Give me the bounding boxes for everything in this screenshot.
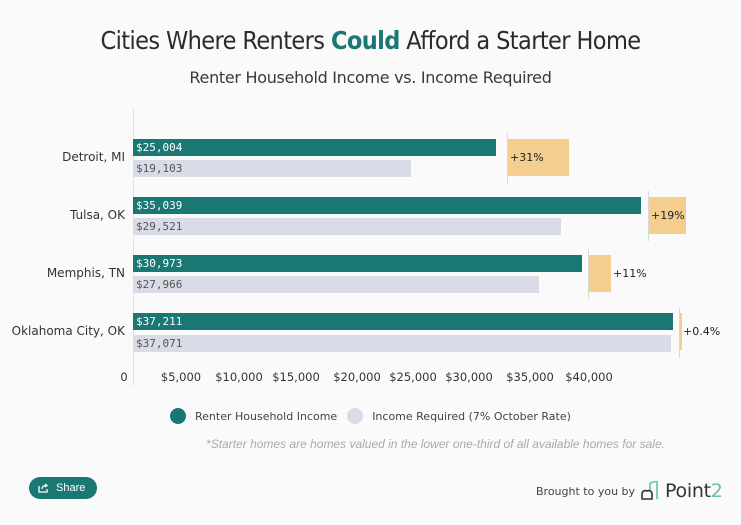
legend-dot-gray-icon [347, 408, 364, 424]
bar-income-required-detroit[interactable]: $19,103 [133, 160, 411, 177]
x-tick-15000: $15,000 [272, 370, 320, 384]
x-tick-5000: $5,000 [160, 370, 202, 384]
gap-box-detroit [508, 139, 569, 176]
row-label-tulsa: Tulsa, OK [70, 208, 125, 222]
legend-item-income-required[interactable]: Income Required (7% October Rate) [347, 408, 571, 424]
gap-label-tulsa: +19% [651, 209, 685, 222]
legend-dot-teal-icon [170, 408, 186, 424]
title-text-pre: Cities Where Renters [100, 26, 331, 55]
title-text-post: Afford a Starter Home [399, 26, 641, 55]
bar-renter-income-memphis[interactable]: $30,973 [133, 255, 582, 272]
bar-income-required-tulsa[interactable]: $29,521 [133, 218, 561, 235]
x-tick-10000: $10,000 [215, 370, 263, 384]
title-highlight: Could [330, 26, 400, 55]
gap-label-oklahoma-city: +0.4% [683, 325, 721, 338]
legend-item-renter-income[interactable]: Renter Household Income [170, 408, 337, 424]
x-tick-30000: $30,000 [445, 370, 493, 384]
x-tick-25000: $25,000 [389, 370, 437, 384]
brand-name: Point2 [665, 480, 723, 502]
share-label: Share [56, 482, 86, 494]
bar-income-required-memphis[interactable]: $27,966 [133, 276, 539, 293]
row-label-memphis: Memphis, TN [46, 266, 125, 280]
bar-renter-income-tulsa[interactable]: $35,039 [133, 197, 641, 214]
y-axis-line [133, 108, 134, 386]
brand-attribution[interactable]: Brought to you by Point2 [536, 480, 723, 502]
chart-title: Cities Where Renters Could Afford a Star… [0, 26, 741, 55]
gap-marker-detroit [507, 133, 508, 183]
gap-marker-memphis [588, 249, 589, 299]
x-tick-20000: $20,000 [333, 370, 381, 384]
brand-name-text: Point [665, 480, 711, 502]
share-icon [38, 483, 49, 493]
brand-name-suffix: 2 [710, 480, 723, 502]
bar-income-required-oklahoma-city[interactable]: $37,071 [133, 335, 671, 352]
gap-box-memphis [589, 255, 611, 292]
gap-box-tulsa [649, 197, 686, 234]
brought-by-text: Brought to you by [536, 484, 636, 498]
x-tick-40000: $40,000 [565, 370, 613, 384]
bar-renter-income-oklahoma-city[interactable]: $37,211 [133, 313, 673, 330]
gap-label-memphis: +11% [613, 267, 647, 280]
share-button[interactable]: Share [29, 477, 97, 499]
gap-box-oklahoma-city [680, 313, 682, 350]
legend-label-renter-income: Renter Household Income [195, 409, 338, 423]
bar-renter-income-detroit[interactable]: $25,004 [133, 139, 496, 156]
row-label-detroit: Detroit, MI [62, 150, 125, 164]
gap-marker-oklahoma-city [679, 308, 680, 358]
x-tick-35000: $35,000 [506, 370, 554, 384]
gap-label-detroit: +31% [510, 151, 544, 164]
point2-logo-icon [641, 481, 658, 500]
gap-marker-tulsa [648, 191, 649, 241]
row-label-oklahoma-city: Oklahoma City, OK [11, 324, 125, 338]
x-tick-0: 0 [120, 370, 128, 384]
chart-legend: Renter Household Income Income Required … [170, 408, 581, 424]
chart-footnote: *Starter homes are homes valued in the l… [206, 437, 665, 451]
chart-subtitle: Renter Household Income vs. Income Requi… [189, 68, 552, 87]
legend-label-income-required: Income Required (7% October Rate) [372, 409, 571, 423]
